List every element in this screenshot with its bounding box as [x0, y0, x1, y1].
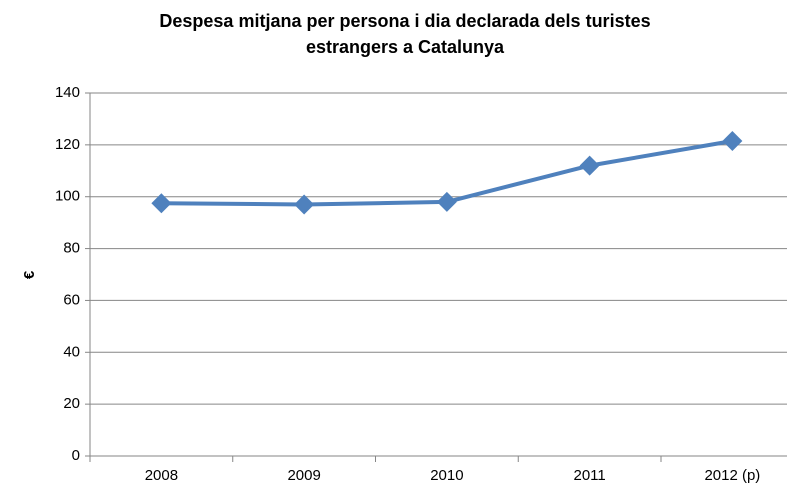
y-tick-label: 80 — [63, 240, 80, 257]
y-tick-label: 140 — [55, 84, 80, 101]
x-tick-label: 2010 — [430, 467, 463, 484]
y-tick-label: 120 — [55, 136, 80, 153]
x-tick-label: 2012 (p) — [704, 467, 760, 484]
y-tick-label: 40 — [63, 343, 80, 360]
marker — [436, 191, 457, 212]
x-tick-label: 2011 — [573, 467, 605, 484]
marker — [294, 194, 315, 215]
x-tick-label: 2009 — [287, 467, 320, 484]
y-tick-label: 20 — [63, 395, 80, 412]
chart-title: Despesa mitjana per persona i dia declar… — [159, 11, 650, 31]
y-axis-label: € — [21, 270, 38, 279]
marker — [579, 155, 600, 176]
x-tick-label: 2008 — [145, 467, 178, 484]
y-tick-label: 100 — [55, 188, 80, 205]
y-tick-label: 60 — [63, 291, 80, 308]
y-tick-label: 0 — [72, 447, 80, 464]
marker — [722, 130, 743, 151]
chart-title: estrangers a Catalunya — [306, 37, 505, 57]
marker — [151, 193, 172, 214]
